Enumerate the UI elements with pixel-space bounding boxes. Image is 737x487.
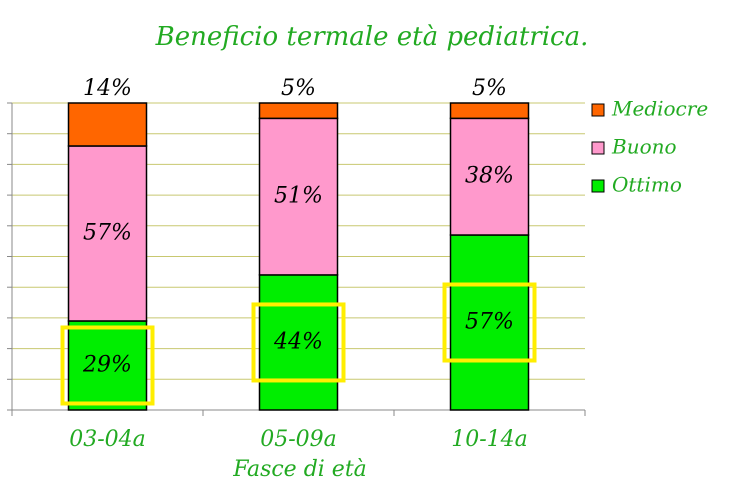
data-label: 29% <box>82 352 132 377</box>
data-label: 57% <box>465 310 514 335</box>
x-tick-label: 10-14a <box>451 427 528 452</box>
highlight-box <box>442 282 537 363</box>
highlight-box <box>251 302 346 383</box>
data-label: 38% <box>465 164 514 189</box>
x-axis-title: Fasce di età <box>232 457 367 482</box>
legend-label: Buono <box>611 135 677 159</box>
bar-segment <box>449 102 530 120</box>
legend-swatch <box>591 141 605 155</box>
legend-swatch <box>591 179 605 193</box>
x-tick-label: 05-09a <box>260 427 337 452</box>
chart-title: Beneficio termale età pediatrica. <box>155 22 589 52</box>
legend-swatch <box>591 103 605 117</box>
bar-segment <box>258 274 339 411</box>
highlight-box <box>60 325 155 406</box>
bar-segment <box>258 102 339 120</box>
data-label: 57% <box>83 220 132 245</box>
bar-segment <box>449 234 530 411</box>
data-label: 5% <box>472 76 507 101</box>
bar-segment <box>258 117 339 276</box>
data-label: 51% <box>274 184 323 209</box>
legend-label: Ottimo <box>612 173 682 197</box>
bar-segment <box>67 102 148 147</box>
data-label: 14% <box>83 76 132 101</box>
bar-segment <box>67 320 148 411</box>
x-tick-label: 03-04a <box>69 427 146 452</box>
data-label: 5% <box>281 76 316 101</box>
data-label: 44% <box>273 329 323 354</box>
legend-label: Mediocre <box>611 97 708 121</box>
bar-segment <box>67 145 148 322</box>
bar-segment <box>449 117 530 236</box>
